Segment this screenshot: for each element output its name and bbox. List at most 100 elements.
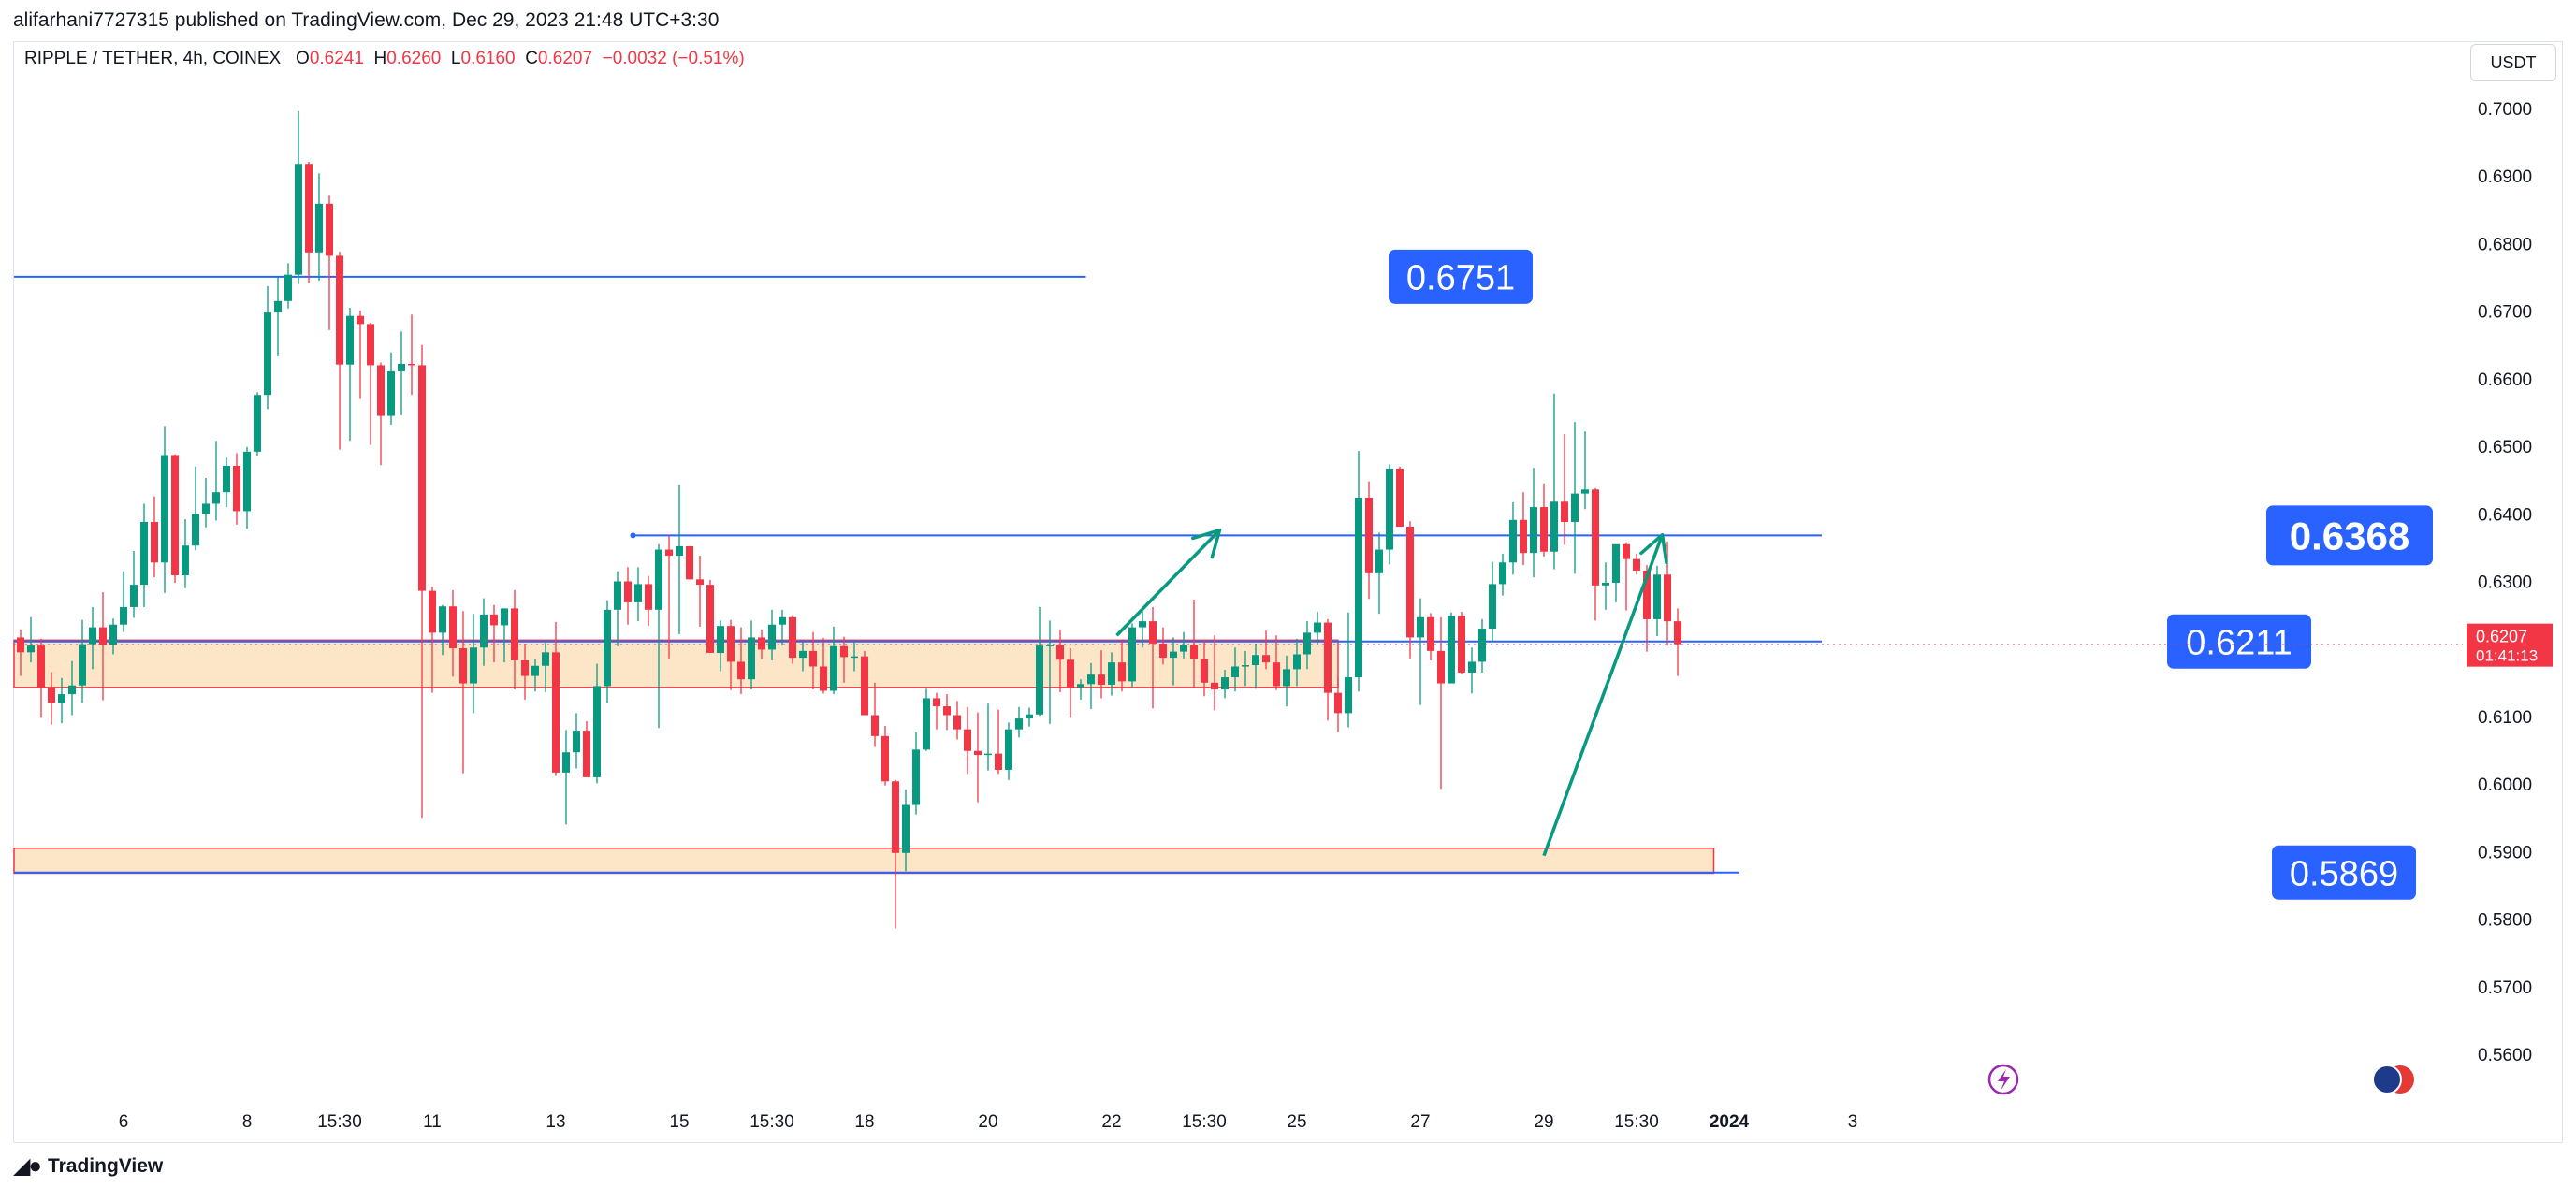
x-tick-label: 6 [119, 1112, 129, 1132]
candle [799, 642, 807, 672]
candle-body [953, 715, 961, 730]
candle [974, 712, 982, 803]
candle-body [284, 274, 292, 301]
candle [295, 110, 302, 284]
candle [583, 720, 590, 777]
candle-body [902, 804, 910, 853]
candle [1406, 521, 1414, 659]
candle [1005, 722, 1012, 780]
candle-body [140, 521, 148, 586]
candle [1314, 611, 1321, 645]
candle-body [604, 609, 611, 687]
candle-body [1036, 645, 1043, 715]
x-tick-label: 15:30 [1614, 1112, 1659, 1132]
y-tick-label: 0.7000 [2478, 100, 2532, 120]
candle-body [964, 729, 971, 751]
candle-body [449, 606, 457, 648]
candle-body [429, 590, 436, 633]
candle-body [655, 549, 662, 610]
candle [1303, 621, 1311, 670]
candle-body [717, 626, 724, 654]
candle-body [1623, 543, 1630, 559]
y-tick-label: 0.6700 [2478, 303, 2532, 323]
candle-body [1571, 493, 1579, 522]
candle [79, 619, 86, 703]
y-tick-label: 0.6900 [2478, 167, 2532, 187]
candle-body [501, 608, 508, 626]
candle-body [521, 659, 529, 676]
candle-body [212, 492, 220, 504]
x-tick-label: 29 [1534, 1112, 1553, 1132]
candle-body [933, 698, 940, 707]
candle [305, 162, 313, 283]
candle [943, 694, 951, 731]
candle [1468, 647, 1476, 694]
y-tick-label: 0.6400 [2478, 505, 2532, 525]
candle-body [1581, 489, 1589, 494]
candle [192, 466, 199, 551]
x-tick-label: 20 [978, 1112, 997, 1132]
candle [912, 732, 920, 815]
candle-body [1087, 674, 1095, 685]
candle [552, 621, 560, 776]
candle [490, 604, 498, 663]
x-tick-label: 8 [242, 1112, 253, 1132]
candle-body [99, 627, 107, 645]
candle-body [1293, 654, 1301, 670]
candle [923, 688, 930, 751]
candle [99, 592, 107, 701]
candle-body [1664, 574, 1671, 622]
zone-0 [13, 639, 1339, 688]
candle-body [840, 645, 848, 658]
candle-body [1365, 497, 1373, 573]
candle [779, 609, 786, 646]
candle [624, 567, 632, 625]
candle [1448, 612, 1455, 684]
currency-button[interactable]: USDT [2470, 44, 2556, 81]
candle [1046, 620, 1054, 724]
candle [274, 276, 282, 357]
candle [264, 285, 271, 410]
candle-body [1520, 519, 1527, 554]
candle-body [974, 750, 982, 756]
candle [1334, 677, 1342, 732]
candle-body [1396, 468, 1404, 528]
candle-body [531, 665, 539, 676]
candle-body [68, 685, 76, 695]
candle-body [171, 455, 179, 576]
candle [1375, 532, 1383, 615]
candle [1478, 618, 1486, 673]
candle [109, 618, 117, 655]
candle [212, 441, 220, 521]
candle [130, 551, 138, 618]
candle [902, 789, 910, 872]
candle-body [1056, 645, 1064, 660]
legend-close-label: C [525, 49, 538, 68]
candle [1139, 607, 1146, 648]
candle-body [1067, 659, 1074, 688]
candle-body [387, 370, 395, 416]
level-label-bg-3 [2272, 845, 2416, 900]
level-label-0: 0.6751 [1406, 258, 1515, 297]
candle-body [1221, 677, 1229, 690]
candle [634, 567, 642, 622]
candle [254, 392, 261, 456]
candle-body [820, 666, 827, 691]
candle [1571, 422, 1579, 574]
candle [995, 709, 1002, 775]
candle [398, 331, 405, 415]
candle [984, 703, 992, 771]
x-tick-label: 13 [546, 1112, 565, 1132]
candle [1324, 618, 1332, 721]
candle-body [1561, 501, 1568, 522]
trend-arrow-0 [1115, 529, 1221, 637]
candle [1170, 637, 1177, 686]
candle-body [511, 608, 518, 660]
candle [614, 571, 621, 646]
footer-brand: ◢● TradingView [13, 1152, 163, 1180]
candle-body [459, 647, 467, 684]
candle-body [398, 363, 405, 371]
candle-body [1448, 616, 1455, 684]
candle [161, 426, 168, 593]
